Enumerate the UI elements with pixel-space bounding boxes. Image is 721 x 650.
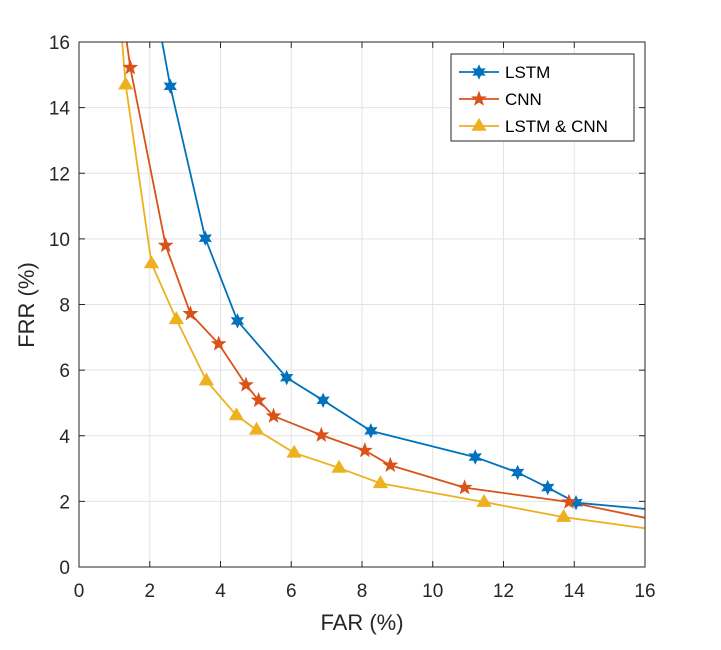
y-axis-title: FRR (%) xyxy=(14,262,39,348)
data-point-cnn xyxy=(210,335,227,351)
data-point-lstm xyxy=(510,464,525,481)
y-tick-label: 4 xyxy=(59,427,70,448)
legend-marker-lstm xyxy=(472,64,486,80)
y-tick-label: 6 xyxy=(59,361,70,382)
x-tick-label: 16 xyxy=(634,581,655,602)
y-tick-label: 10 xyxy=(49,230,70,251)
data-point-cnn xyxy=(356,442,373,458)
x-tick-label: 14 xyxy=(564,581,586,602)
data-point-lstm-cnn xyxy=(372,475,389,489)
y-tick-label: 2 xyxy=(59,492,70,513)
x-tick-label: 8 xyxy=(357,581,368,602)
data-point-lstm-cnn xyxy=(476,493,492,507)
data-point-cnn xyxy=(122,59,139,75)
data-point-lstm-cnn xyxy=(228,407,245,421)
x-tick-label: 4 xyxy=(215,581,226,602)
data-point-lstm-cnn xyxy=(118,76,134,90)
data-point-cnn xyxy=(157,237,174,253)
legend-label-cnn: CNN xyxy=(505,90,542,109)
legend-marker-lstm-cnn xyxy=(471,117,487,131)
legend-marker-cnn xyxy=(471,90,487,106)
axis-ticks xyxy=(78,41,646,568)
data-point-cnn xyxy=(382,456,399,473)
data-point-cnn xyxy=(560,493,577,509)
x-tick-label: 6 xyxy=(286,581,297,602)
series-line-cnn xyxy=(125,41,646,519)
data-point-lstm xyxy=(316,392,330,409)
data-point-cnn xyxy=(456,479,473,495)
x-axis-title: FAR (%) xyxy=(320,610,403,635)
data-point-lstm xyxy=(541,479,555,496)
y-tick-label: 12 xyxy=(49,164,70,185)
data-point-lstm xyxy=(198,230,212,246)
legend: LSTM CNN LSTM & CNN xyxy=(450,53,635,142)
legend-label-lstm: LSTM xyxy=(505,63,550,82)
y-tick-label: 8 xyxy=(59,296,70,317)
data-point-lstm xyxy=(468,449,482,465)
data-point-lstm xyxy=(279,369,294,386)
x-tick-label: 10 xyxy=(422,581,443,602)
x-tick-label: 0 xyxy=(74,581,85,602)
data-point-lstm-cnn xyxy=(198,372,215,386)
y-tick-label: 0 xyxy=(59,558,70,579)
data-point-lstm xyxy=(364,423,378,439)
axis-tick-labels: 0 2 4 6 8 10 12 14 16 0 2 4 6 8 10 12 14 16 xyxy=(49,33,656,602)
legend-label-lstm-cnn: LSTM & CNN xyxy=(505,117,608,136)
data-point-lstm-cnn xyxy=(331,459,347,473)
data-point-lstm-cnn xyxy=(286,444,302,458)
data-point-cnn xyxy=(250,391,267,408)
data-point-cnn xyxy=(313,426,330,442)
data-point-cnn xyxy=(238,376,254,392)
data-point-cnn xyxy=(182,305,199,321)
data-point-lstm-cnn xyxy=(248,421,265,435)
data-point-cnn xyxy=(265,407,282,423)
y-tick-label: 16 xyxy=(49,33,70,54)
grid-lines xyxy=(79,42,645,567)
data-point-lstm xyxy=(230,313,245,329)
data-point-lstm-cnn xyxy=(168,311,184,325)
x-tick-label: 12 xyxy=(493,581,514,602)
series-markers xyxy=(118,59,583,522)
y-tick-label: 14 xyxy=(49,99,71,120)
data-point-lstm-cnn xyxy=(555,509,572,522)
x-tick-label: 2 xyxy=(144,581,155,602)
data-point-lstm xyxy=(163,78,177,95)
data-point-lstm-cnn xyxy=(143,255,160,269)
